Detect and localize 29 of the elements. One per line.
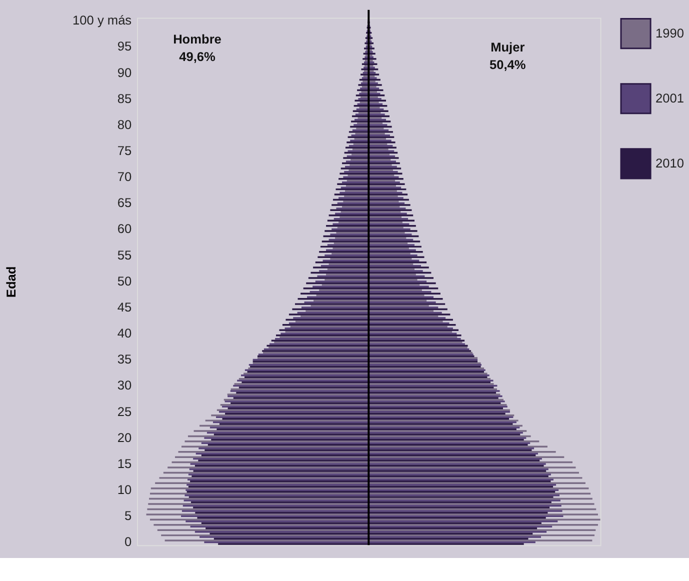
- y-tick-label: 70: [117, 169, 132, 184]
- y-tick-label: 90: [117, 64, 132, 80]
- annotation: 49,6%: [179, 49, 216, 64]
- y-tick-label: 10: [117, 482, 132, 498]
- y-tick-label: 75: [117, 143, 132, 158]
- y-tick-label: 100 y más: [72, 12, 132, 28]
- y-tick-label: 50: [117, 273, 132, 288]
- y-tick-label: 15: [117, 456, 132, 471]
- y-tick-label: 55: [117, 247, 132, 262]
- y-tick-label: 95: [117, 38, 132, 54]
- y-axis-title: Edad: [3, 266, 18, 298]
- annotation: 50,4%: [489, 57, 526, 72]
- y-tick-label: 20: [117, 430, 132, 445]
- y-tick-label: 30: [117, 378, 132, 393]
- y-tick-label: 80: [117, 116, 132, 132]
- y-tick-label: 0: [124, 534, 132, 550]
- y-tick-label: 35: [117, 352, 132, 367]
- annotation: Mujer: [490, 39, 525, 54]
- legend-label: 2001: [655, 90, 684, 106]
- annotation: Hombre: [173, 31, 222, 46]
- y-tick-label: 85: [117, 90, 132, 106]
- y-tick-label: 65: [117, 195, 132, 210]
- y-tick-label: 45: [117, 299, 132, 314]
- y-tick-label: 40: [117, 326, 132, 341]
- legend-label: 1990: [655, 26, 684, 41]
- y-tick-label: 5: [124, 508, 132, 524]
- legend-label: 2010: [655, 156, 684, 171]
- y-tick-label: 60: [117, 221, 132, 236]
- y-tick-label: 25: [117, 404, 132, 419]
